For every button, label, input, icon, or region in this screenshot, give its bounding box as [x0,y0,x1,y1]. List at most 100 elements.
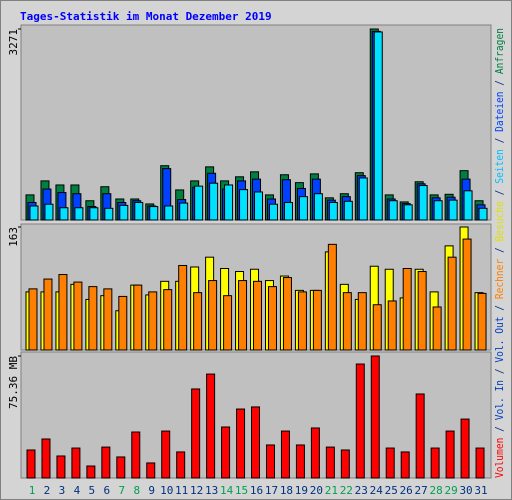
x-tick-label: 11 [175,484,188,497]
bar [295,444,305,479]
bar [385,447,395,479]
bar [41,438,51,479]
bar [433,200,443,221]
bar [328,201,338,221]
bar [59,207,69,221]
bar [236,408,246,479]
bar [313,193,323,221]
bar [430,447,440,479]
x-tick-label: 27 [415,484,428,497]
bar [462,238,472,351]
bar [89,207,99,221]
bar [372,304,382,351]
legend-separator: / [493,241,506,258]
bar [280,430,290,479]
bar [312,289,322,351]
bar [161,430,171,479]
bar [267,286,277,351]
legend: Volumen / Vol. In / Vol. Out / Rechner /… [493,28,506,478]
bar [448,199,458,221]
bar [239,189,249,221]
y-tick-label: 3271 [7,29,20,56]
x-tick-label: 6 [104,484,111,497]
bar [388,200,398,221]
bar [193,292,203,351]
x-tick-label: 12 [190,484,203,497]
bar [146,462,156,479]
bar [478,207,488,221]
legend-separator: / [493,132,506,149]
bar [148,291,158,351]
bar [253,280,263,351]
bar [475,447,485,479]
x-tick-label: 14 [220,484,234,497]
legend-separator: / [493,184,506,201]
bar [29,205,39,221]
legend-separator: / [493,363,506,380]
bar [310,427,320,479]
bar [149,206,159,221]
x-tick-label: 21 [325,484,338,497]
bar [238,280,248,351]
bar [447,256,457,351]
bar [73,281,83,351]
x-tick-label: 1 [29,484,36,497]
bar [343,200,353,221]
bar [358,177,368,221]
bar [342,292,352,351]
bar [178,264,188,351]
x-tick-label: 4 [74,484,81,497]
bar [325,446,335,479]
bar [74,207,84,221]
bar [194,185,204,221]
bar [432,306,442,351]
bar [118,295,128,351]
bar [283,201,293,221]
bar [133,284,143,351]
bar [26,449,36,479]
x-tick-label: 20 [310,484,323,497]
bar [56,455,66,479]
x-tick-label: 8 [133,484,140,497]
x-tick-label: 22 [340,484,353,497]
legend-separator: / [493,74,506,91]
legend-entry: Seiten [493,149,506,184]
x-tick-label: 10 [160,484,173,497]
x-tick-label: 9 [148,484,155,497]
x-tick-label: 24 [370,484,384,497]
bar [209,182,219,221]
bar [71,447,81,479]
x-tick-label: 5 [89,484,96,497]
bar [103,288,113,351]
bar [254,191,264,221]
legend-separator: / [493,299,506,316]
x-tick-label: 28 [430,484,443,497]
y-tick-label: 75.36 MB [7,356,20,409]
bar [268,203,278,221]
bar [417,271,427,351]
legend-entry: Dateien [493,91,506,131]
legend-entry: Vol. In [493,380,506,420]
x-tick-label: 25 [385,484,398,497]
x-tick-label: 16 [250,484,263,497]
bar [251,406,261,479]
bar [327,243,337,351]
bar [179,202,189,221]
bar [282,277,292,351]
legend-entry: Anfragen [493,28,506,74]
bar [88,286,98,351]
bar [370,355,380,479]
x-tick-label: 17 [265,484,278,497]
bar [43,278,53,351]
bar [373,31,383,221]
bar [164,205,174,221]
bar [445,430,455,479]
x-tick-label: 30 [459,484,472,497]
y-tick-label: 163 [7,227,20,247]
x-tick-label: 13 [205,484,218,497]
bar [418,185,428,221]
bar [463,190,473,221]
legend-entry: Rechner [493,258,506,299]
bar [191,388,201,479]
